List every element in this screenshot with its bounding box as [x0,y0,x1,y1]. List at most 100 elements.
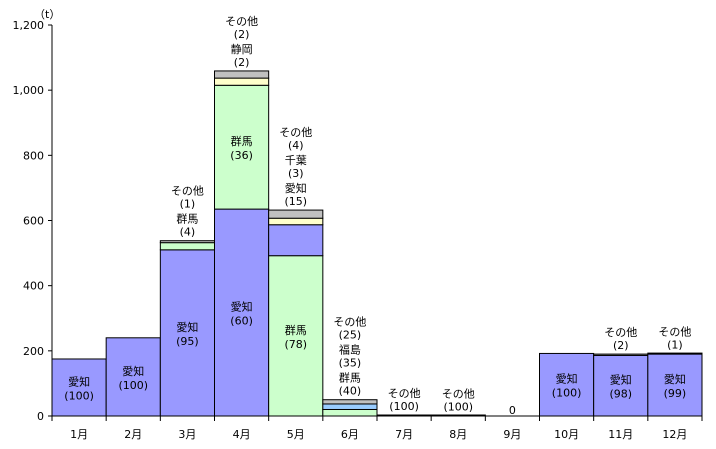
y-tick-label: 1,000 [13,84,45,97]
x-tick-label: 8月 [449,428,467,441]
segment-name-label: その他 [604,326,637,339]
y-tick-label: 400 [23,280,44,293]
segment-percent-label: (2) [613,339,629,352]
segment-percent-label: (4) [180,226,196,239]
y-tick-label: 0 [37,410,44,423]
bar-segment [268,217,324,226]
segment-percent-label: (99) [664,387,687,400]
segment-name-label: 群馬 [231,134,253,148]
segment-percent-label: (100) [389,400,419,413]
segment-name-label: その他 [279,126,312,139]
bar-group: 0 [509,404,516,417]
y-tick-label: 800 [23,149,44,162]
segment-name-label: 愛知 [122,364,144,378]
bar-segment [593,353,649,356]
segment-percent-label: (98) [609,388,632,401]
bar-segment [647,352,703,355]
zero-value-label: 0 [509,404,516,417]
x-tick-label: 12月 [662,428,687,441]
segment-name-label: その他 [171,185,204,198]
segment-name-label: その他 [333,316,366,329]
bar-segment [268,209,324,219]
y-axis-unit-label: （t） [34,8,60,21]
segment-name-label: その他 [225,15,258,28]
segment-name-label: その他 [388,387,421,400]
bar-segment [268,224,324,257]
segment-name-label: 群馬 [339,371,361,385]
segment-name-label: 愛知 [176,320,198,334]
segment-percent-label: (25) [339,329,362,342]
segment-percent-label: (78) [284,338,307,351]
bar-group: (100)その他 [376,387,432,417]
bar-segment [214,208,270,417]
x-tick-label: 10月 [554,428,579,441]
segment-percent-label: (35) [339,357,362,370]
x-tick-label: 4月 [233,428,251,441]
segment-name-label: 愛知 [68,374,90,388]
x-tick-label: 3月 [178,428,196,441]
bar-group: (100)その他 [430,388,486,417]
segment-percent-label: (100) [443,401,473,414]
bar-segment [159,242,215,251]
bar-segment [159,240,215,244]
bar-group: 愛知(95) (4)群馬(1)その他 [159,185,215,417]
bar-group: 愛知(98) (2)その他 [593,326,649,417]
bar-group: 愛知(60)群馬(36)(2)静岡(2)その他 [214,15,270,417]
segment-name-label: 愛知 [664,372,686,386]
segment-percent-label: (1) [667,338,683,351]
segment-name-label: 群馬 [176,212,198,226]
bars: 愛知(100)愛知(100)愛知(95)(4)群馬(1)その他愛知(60)群馬(… [51,15,703,417]
x-tick-label: 11月 [608,428,633,441]
segment-percent-label: (3) [288,167,304,180]
segment-percent-label: (60) [230,315,253,328]
x-tick-label: 7月 [395,428,413,441]
segment-percent-label: (100) [64,389,94,402]
segment-percent-label: (95) [176,335,199,348]
segment-name-label: 千葉 [285,153,307,167]
bar-segment [268,255,324,417]
bar-segment [322,403,378,410]
segment-percent-label: (15) [284,195,307,208]
bar-group: 愛知(100) [539,352,595,417]
bar-segment [214,70,270,79]
x-tick-label: 6月 [341,428,359,441]
x-axis: 1月 2月 3月 4月 5月 6月 7月 8月 9月 10月 11月 12月 [51,415,703,441]
bar-group: 群馬(78) (15)愛知(3)千葉(4)その他 [268,126,324,417]
segment-name-label: 福島 [339,343,361,357]
bar-group: 愛知(100) [105,337,161,417]
bar-segment [647,353,703,417]
segment-percent-label: (1) [180,198,196,211]
segment-name-label: 愛知 [285,181,307,195]
segment-percent-label: (100) [118,379,148,392]
segment-name-label: 愛知 [610,373,632,387]
bar-segment [214,84,270,210]
segment-name-label: 群馬 [285,323,307,337]
bar-group: (40)群馬(35)福島(25)その他 [322,316,378,417]
bar-segment [539,352,595,417]
segment-name-label: その他 [658,325,691,338]
segment-percent-label: (40) [339,385,362,398]
segment-percent-label: (36) [230,149,253,162]
segment-name-label: 静岡 [231,42,253,56]
bar-group: 愛知(100) [51,358,107,417]
segment-percent-label: (100) [552,387,582,400]
segment-percent-label: (2) [234,28,250,41]
bar-segment [214,77,270,86]
bar-segment [322,408,378,417]
y-tick-label: 1,200 [13,19,45,32]
bar-segment [322,399,378,405]
x-tick-label: 2月 [124,428,142,441]
x-tick-label: 5月 [287,428,305,441]
y-tick-label: 200 [23,345,44,358]
y-axis: 0 200 400 600 800 1,000 1,200 [13,19,53,423]
y-tick-label: 600 [23,215,44,228]
segment-percent-label: (2) [234,56,250,69]
segment-name-label: 愛知 [231,300,253,314]
x-tick-label: 9月 [503,428,521,441]
x-tick-label: 1月 [70,428,88,441]
segment-name-label: その他 [442,388,475,401]
bar-group: 愛知(99) (1)その他 [647,325,703,417]
segment-percent-label: (4) [288,139,304,152]
segment-name-label: 愛知 [556,372,578,386]
